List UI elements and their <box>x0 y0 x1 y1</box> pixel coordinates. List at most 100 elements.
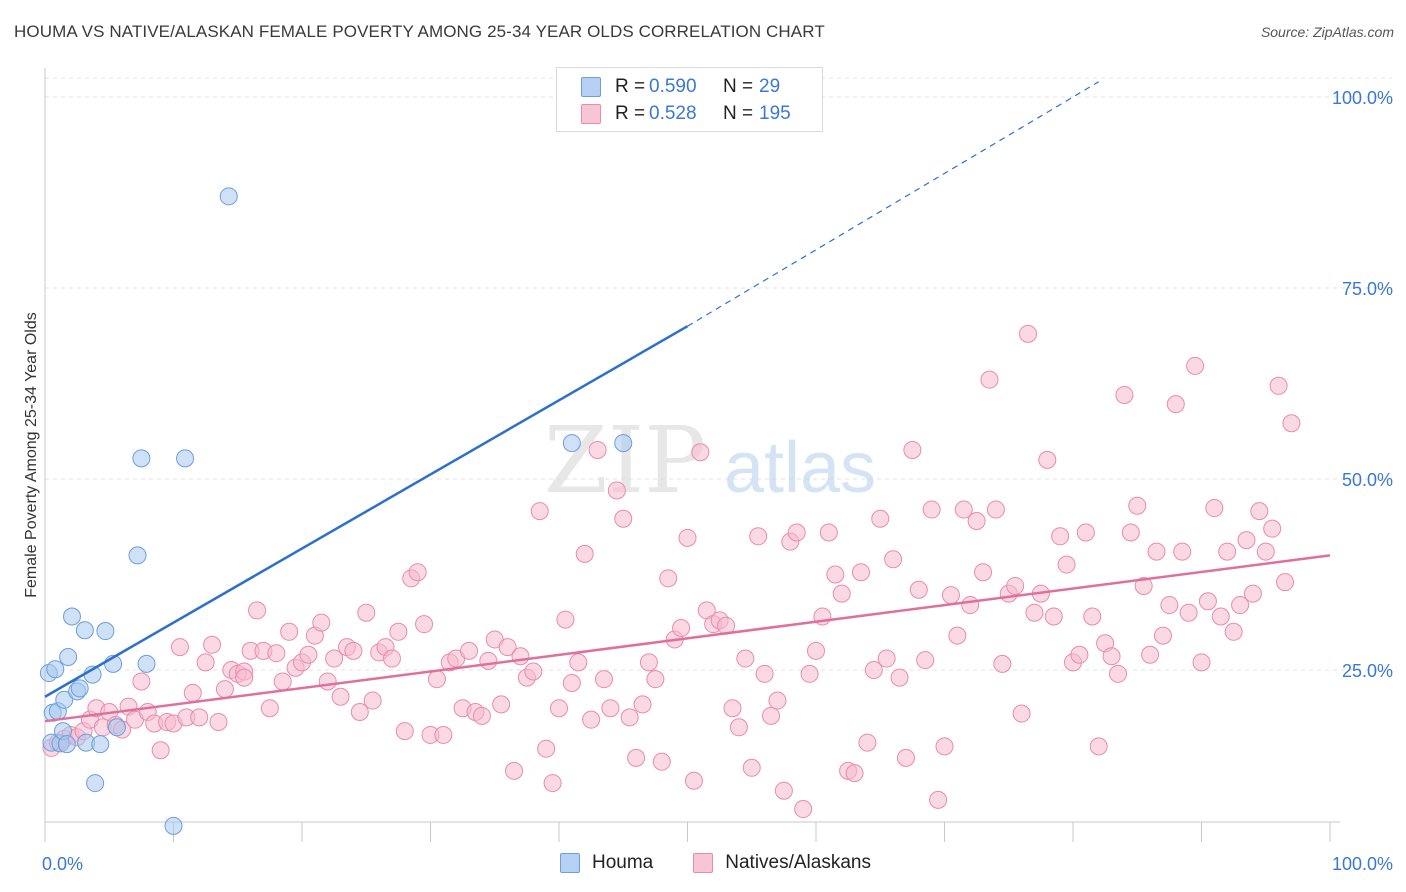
data-point <box>768 691 787 710</box>
data-point <box>59 648 78 667</box>
data-point <box>1269 376 1288 395</box>
data-point <box>434 725 453 744</box>
data-point <box>550 699 568 718</box>
data-point <box>607 481 626 500</box>
data-point <box>935 737 954 756</box>
data-point <box>511 647 530 666</box>
data-point <box>954 500 973 519</box>
data-point <box>1231 596 1250 615</box>
data-point <box>176 449 195 468</box>
data-point <box>472 706 491 725</box>
data-point <box>1276 573 1295 592</box>
data-point <box>588 440 607 459</box>
data-point <box>691 443 710 462</box>
data-point <box>826 565 845 584</box>
data-point <box>1083 607 1102 626</box>
data-point <box>128 546 147 565</box>
data-point <box>742 758 761 777</box>
data-point <box>993 654 1012 673</box>
tick-labels: 25.0% 50.0% 75.0% 100.0% 0.0% 100.0% <box>42 88 1393 874</box>
data-point <box>1108 664 1127 683</box>
data-point <box>331 687 350 706</box>
data-point <box>107 718 126 737</box>
data-point <box>1192 653 1211 672</box>
data-point <box>357 603 376 622</box>
legend-item-houma: Houma <box>560 852 653 874</box>
data-point <box>1019 324 1038 343</box>
data-point <box>1025 603 1044 622</box>
data-point <box>530 502 549 521</box>
data-point <box>1153 626 1172 645</box>
data-point <box>582 710 601 729</box>
data-point <box>91 735 110 754</box>
data-point <box>774 781 793 800</box>
data-point <box>974 563 993 582</box>
data-point <box>1224 622 1243 641</box>
legend-r-label: R = <box>615 103 646 124</box>
data-point <box>967 512 986 531</box>
data-point <box>325 649 344 668</box>
data-point <box>196 653 215 672</box>
natives-swatch <box>581 104 601 124</box>
correlation-legend: R = 0.590 N = 29 R = 0.528 N = 195 <box>556 67 823 132</box>
data-point <box>57 735 76 754</box>
data-point <box>569 653 588 672</box>
legend-n-value: 195 <box>759 103 791 124</box>
data-point <box>832 584 851 603</box>
data-point <box>312 613 331 632</box>
data-point <box>787 523 806 542</box>
data-point <box>137 654 156 673</box>
data-point <box>729 718 748 737</box>
data-point <box>1057 555 1076 574</box>
data-point <box>646 670 665 689</box>
data-point <box>1012 704 1031 723</box>
data-point <box>807 641 825 660</box>
data-point <box>70 679 89 698</box>
data-point <box>633 695 652 714</box>
data-point <box>961 596 980 615</box>
data-point <box>183 683 202 702</box>
legend-natives-label: Natives/Alaskans <box>725 852 871 873</box>
data-point <box>755 664 774 683</box>
data-point <box>344 641 363 660</box>
data-point <box>620 708 639 727</box>
data-point <box>170 638 189 657</box>
data-point <box>986 500 1005 519</box>
data-point <box>1038 450 1057 469</box>
data-point <box>890 668 909 687</box>
legend-n-value: 29 <box>759 76 781 97</box>
data-point <box>1211 607 1230 626</box>
data-point <box>1141 645 1160 664</box>
data-point <box>1256 542 1275 561</box>
data-point <box>190 708 209 727</box>
data-point <box>350 703 369 722</box>
data-point <box>215 680 234 699</box>
data-point <box>248 601 267 620</box>
data-point <box>884 550 903 569</box>
legend-r-label: R = <box>615 76 646 97</box>
data-point <box>267 644 286 663</box>
data-point <box>858 733 877 752</box>
natives-trend-line <box>44 554 1331 723</box>
data-point <box>1166 395 1185 414</box>
data-point <box>1102 647 1121 666</box>
watermark-atlas: atlas <box>724 428 876 508</box>
data-point <box>363 691 382 710</box>
data-point <box>736 649 755 668</box>
data-point <box>280 622 299 641</box>
data-point <box>1186 356 1205 375</box>
legend-r-value: 0.590 <box>649 76 697 97</box>
y-tick-label: 25.0% <box>1342 661 1393 681</box>
data-point <box>1076 523 1095 542</box>
legend-n-label: N = <box>723 103 754 124</box>
data-point <box>219 187 238 206</box>
legend-houma-label: Houma <box>592 852 654 873</box>
houma-swatch <box>560 853 580 873</box>
data-point <box>684 771 703 790</box>
data-point <box>86 774 105 793</box>
data-point <box>1006 576 1025 595</box>
data-point <box>1218 542 1237 561</box>
data-point <box>749 527 768 546</box>
data-point <box>96 622 115 641</box>
